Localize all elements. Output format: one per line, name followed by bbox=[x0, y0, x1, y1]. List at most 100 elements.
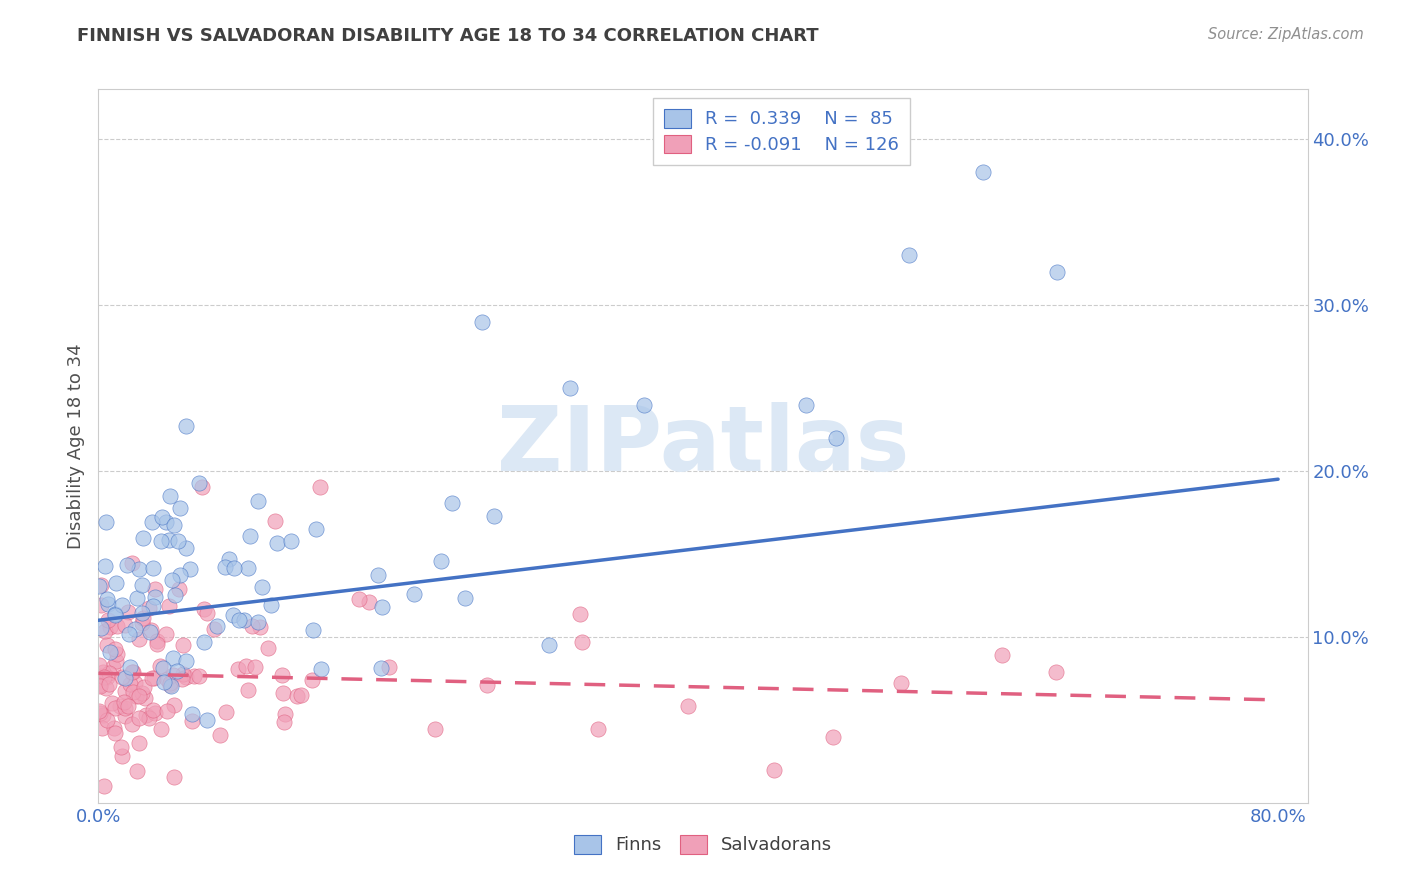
Point bbox=[97, 614, 120, 628]
Point bbox=[246, 494, 269, 508]
Point bbox=[454, 591, 477, 606]
Point bbox=[150, 510, 173, 524]
Point bbox=[142, 560, 165, 574]
Point bbox=[174, 541, 197, 555]
Point bbox=[763, 763, 786, 777]
Point bbox=[115, 558, 138, 572]
Point bbox=[214, 560, 236, 574]
Point bbox=[260, 598, 283, 612]
Point bbox=[149, 659, 172, 673]
Point bbox=[172, 638, 194, 652]
Point bbox=[193, 602, 215, 616]
Point bbox=[290, 688, 312, 702]
Point bbox=[162, 650, 184, 665]
Point bbox=[180, 714, 202, 728]
Point bbox=[159, 678, 181, 692]
Point bbox=[96, 670, 118, 684]
Point bbox=[1045, 665, 1067, 679]
Point bbox=[228, 613, 250, 627]
Text: FINNISH VS SALVADORAN DISABILITY AGE 18 TO 34 CORRELATION CHART: FINNISH VS SALVADORAN DISABILITY AGE 18 … bbox=[77, 27, 818, 45]
Point bbox=[678, 699, 700, 714]
Point bbox=[105, 647, 128, 661]
Legend: Finns, Salvadorans: Finns, Salvadorans bbox=[567, 828, 839, 862]
Point bbox=[155, 515, 177, 529]
Point bbox=[233, 613, 256, 627]
Point bbox=[193, 635, 215, 649]
Point bbox=[218, 551, 240, 566]
Point bbox=[285, 689, 308, 703]
Point bbox=[239, 529, 262, 543]
Point bbox=[93, 670, 115, 684]
Point bbox=[104, 701, 127, 715]
Point bbox=[139, 624, 162, 639]
Point bbox=[89, 658, 111, 673]
Point bbox=[152, 660, 174, 674]
Point bbox=[308, 481, 330, 495]
Point bbox=[187, 668, 209, 682]
Point bbox=[104, 654, 127, 668]
Point bbox=[221, 607, 243, 622]
Point bbox=[90, 621, 112, 635]
Point bbox=[131, 616, 153, 631]
Point bbox=[423, 722, 446, 736]
Point bbox=[794, 397, 817, 411]
Point bbox=[238, 561, 260, 575]
Point bbox=[247, 615, 270, 629]
Point bbox=[104, 641, 127, 656]
Point bbox=[169, 567, 191, 582]
Point bbox=[586, 722, 609, 736]
Point bbox=[142, 599, 165, 614]
Point bbox=[142, 703, 165, 717]
Point bbox=[134, 691, 156, 706]
Point bbox=[124, 676, 146, 690]
Point bbox=[301, 673, 323, 688]
Point bbox=[93, 779, 115, 793]
Point bbox=[91, 721, 114, 735]
Point bbox=[96, 638, 118, 652]
Point bbox=[174, 418, 197, 433]
Point bbox=[378, 659, 401, 673]
Point bbox=[273, 714, 295, 729]
Point bbox=[187, 476, 209, 491]
Point bbox=[153, 674, 176, 689]
Point bbox=[257, 640, 280, 655]
Point bbox=[370, 661, 392, 675]
Point bbox=[160, 574, 183, 588]
Point bbox=[96, 515, 118, 529]
Point bbox=[114, 618, 136, 632]
Point bbox=[103, 721, 125, 735]
Point bbox=[349, 591, 371, 606]
Point bbox=[110, 670, 132, 684]
Point bbox=[181, 707, 204, 722]
Point bbox=[101, 659, 124, 673]
Point bbox=[250, 580, 273, 594]
Point bbox=[371, 600, 394, 615]
Point bbox=[104, 607, 127, 622]
Point bbox=[138, 711, 160, 725]
Point bbox=[170, 672, 193, 686]
Point bbox=[441, 496, 464, 510]
Point bbox=[138, 601, 160, 615]
Point bbox=[359, 595, 381, 609]
Point bbox=[114, 684, 136, 698]
Point bbox=[205, 618, 228, 632]
Point bbox=[121, 665, 143, 680]
Point bbox=[141, 515, 163, 529]
Point bbox=[104, 608, 127, 623]
Point bbox=[266, 536, 288, 550]
Point bbox=[143, 672, 166, 686]
Point bbox=[560, 381, 582, 395]
Point bbox=[143, 706, 166, 720]
Point bbox=[367, 567, 389, 582]
Point bbox=[305, 522, 328, 536]
Point bbox=[98, 645, 121, 659]
Point bbox=[111, 749, 134, 764]
Point bbox=[98, 677, 121, 691]
Point bbox=[235, 659, 257, 673]
Point bbox=[174, 671, 197, 685]
Point bbox=[110, 740, 132, 755]
Point bbox=[179, 562, 201, 576]
Point bbox=[125, 591, 148, 605]
Point bbox=[112, 695, 135, 709]
Point bbox=[87, 704, 110, 718]
